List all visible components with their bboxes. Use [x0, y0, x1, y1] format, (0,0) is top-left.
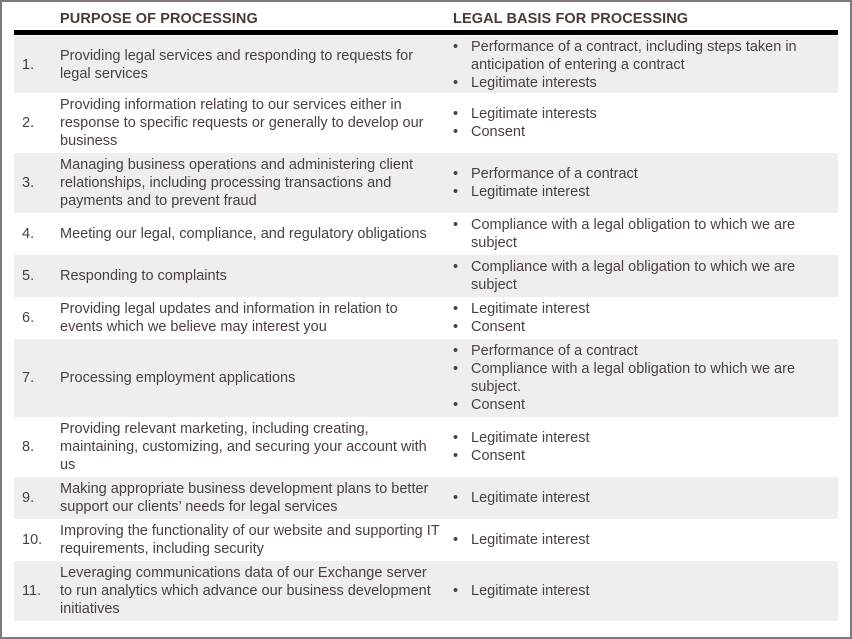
legal-basis-cell: Legitimate interest: [453, 561, 838, 621]
legal-basis-list: Compliance with a legal obligation to wh…: [453, 216, 838, 252]
legal-basis-item: Legitimate interest: [453, 429, 589, 447]
purpose-cell: Responding to complaints: [60, 268, 227, 284]
legal-basis-item: Legitimate interest: [453, 300, 589, 318]
header-legal-basis: LEGAL BASIS FOR PROCESSING: [453, 11, 689, 27]
row-number: 9.: [22, 490, 35, 506]
legal-basis-cell: Compliance with a legal obligation to wh…: [453, 213, 838, 255]
legal-basis-cell: Performance of a contract, including ste…: [453, 36, 838, 93]
row-number: 7.: [22, 370, 35, 386]
legal-basis-item: Compliance with a legal obligation to wh…: [453, 360, 838, 396]
legal-basis-list: Legitimate interestConsent: [453, 429, 589, 465]
legal-basis-item: Compliance with a legal obligation to wh…: [453, 216, 838, 252]
row-number: 3.: [22, 175, 35, 191]
table-row: 2. Providing information relating to our …: [14, 93, 838, 153]
legal-basis-list: Compliance with a legal obligation to wh…: [453, 258, 838, 294]
table-row: 11. Leveraging communications data of our…: [14, 561, 838, 621]
legal-basis-item: Legitimate interests: [453, 105, 597, 123]
table-row: 1. Providing legal services and respondin…: [14, 36, 838, 93]
legal-basis-cell: Legitimate interestConsent: [453, 297, 838, 339]
purpose-cell: Processing employment applications: [60, 370, 296, 386]
legal-basis-item: Legitimate interest: [453, 531, 589, 549]
legal-basis-item: Performance of a contract, including ste…: [453, 38, 838, 74]
table-row: 4. Meeting our legal, compliance, and reg…: [14, 213, 838, 255]
legal-basis-list: Legitimate interestConsent: [453, 300, 589, 336]
purpose-cell: Providing relevant marketing, including …: [60, 421, 427, 473]
purpose-cell: Providing legal services and responding …: [60, 47, 414, 82]
purpose-cell: Meeting our legal, compliance, and regul…: [60, 226, 427, 242]
legal-basis-item: Consent: [453, 447, 589, 465]
legal-basis-item: Legitimate interest: [453, 183, 638, 201]
legal-basis-list: Legitimate interest: [453, 531, 589, 549]
row-number: 6.: [22, 310, 35, 326]
legal-basis-list: Legitimate interest: [453, 489, 589, 507]
legal-basis-item: Legitimate interest: [453, 582, 589, 600]
legal-basis-list: Performance of a contractLegitimate inte…: [453, 165, 638, 201]
legal-basis-list: Legitimate interestsConsent: [453, 105, 597, 141]
legal-basis-item: Consent: [453, 396, 838, 414]
purpose-cell: Leveraging communications data of our Ex…: [60, 565, 431, 617]
legal-basis-list: Performance of a contractCompliance with…: [453, 342, 838, 414]
row-number: 10.: [22, 532, 43, 548]
purpose-cell: Providing legal updates and information …: [60, 301, 398, 335]
header-purpose: PURPOSE OF PROCESSING: [60, 11, 258, 27]
legal-basis-cell: Performance of a contractLegitimate inte…: [453, 153, 838, 213]
legal-basis-item: Legitimate interests: [453, 74, 838, 92]
row-number: 11.: [22, 583, 42, 599]
purpose-cell: Providing information relating to our se…: [60, 97, 424, 149]
legal-basis-list: Performance of a contract, including ste…: [453, 38, 838, 92]
purpose-cell: Managing business operations and adminis…: [60, 157, 414, 209]
purpose-cell: Improving the functionality of our websi…: [60, 523, 440, 557]
legal-basis-list: Legitimate interest: [453, 582, 589, 600]
row-number: 5.: [22, 268, 35, 284]
legal-basis-item: Consent: [453, 318, 589, 336]
legal-basis-cell: Legitimate interest: [453, 519, 838, 561]
legal-basis-item: Legitimate interest: [453, 489, 589, 507]
legal-basis-cell: Legitimate interest: [453, 477, 838, 519]
legal-basis-item: Performance of a contract: [453, 165, 638, 183]
row-number: 8.: [22, 439, 35, 455]
table-row: 7. Processing employment applications Perf…: [14, 339, 838, 417]
table-row: 10. Improving the functionality of our we…: [14, 519, 838, 561]
table-row: 6. Providing legal updates and informatio…: [14, 297, 838, 339]
header-rule: [14, 30, 838, 35]
legal-basis-item: Compliance with a legal obligation to wh…: [453, 258, 838, 294]
legal-basis-cell: Legitimate interestConsent: [453, 417, 838, 477]
legal-basis-cell: Performance of a contractCompliance with…: [453, 339, 838, 417]
row-number: 1.: [22, 56, 35, 73]
row-number: 2.: [22, 115, 35, 131]
table-row: 3. Managing business operations and admin…: [14, 153, 838, 213]
legal-basis-item: Consent: [453, 123, 597, 141]
table-row: 8. Providing relevant marketing, includin…: [14, 417, 838, 477]
legal-basis-item: Performance of a contract: [453, 342, 838, 360]
row-number: 4.: [22, 226, 35, 242]
legal-basis-cell: Compliance with a legal obligation to wh…: [453, 255, 838, 297]
table-row: 5. Responding to complaints Compliance wit…: [14, 255, 838, 297]
legal-basis-cell: Legitimate interestsConsent: [453, 93, 838, 153]
purpose-cell: Making appropriate business development …: [60, 481, 429, 515]
table-row: 9. Making appropriate business developmen…: [14, 477, 838, 519]
